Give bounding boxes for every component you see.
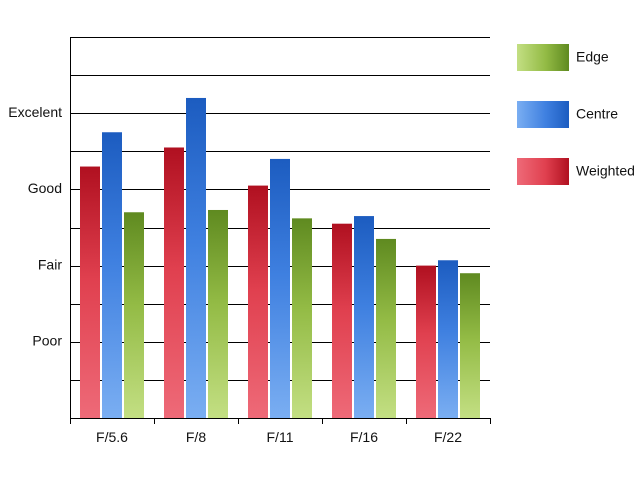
- bar-edge-f-16: [376, 238, 396, 418]
- bar-weighted-f-11: [248, 185, 268, 418]
- legend-swatch-weighted: [517, 158, 569, 185]
- bar-edge-f-22: [460, 273, 480, 418]
- bar-centre-f-5-6: [102, 132, 122, 418]
- legend-label-weighted: Weighted: [576, 163, 635, 179]
- bar-centre-f-16: [354, 216, 374, 418]
- legend-label-edge: Edge: [576, 49, 609, 65]
- bar-edge-f-5-6: [124, 212, 144, 418]
- bars: [80, 97, 480, 419]
- x-tick-label: F/16: [350, 429, 378, 445]
- y-tick-label: Fair: [38, 256, 62, 272]
- bar-weighted-f-22: [416, 265, 436, 418]
- bar-centre-f-11: [270, 158, 290, 419]
- y-tick-labels: Poor Fair Good Excelent: [8, 104, 62, 349]
- legend: Edge Centre Weighted: [517, 44, 635, 185]
- bar-weighted-f-5-6: [80, 166, 100, 418]
- bar-centre-f-8: [186, 97, 206, 419]
- axes: [70, 37, 491, 424]
- y-tick-label: Good: [28, 180, 62, 196]
- legend-swatch-centre: [517, 101, 569, 128]
- x-tick-label: F/8: [186, 429, 206, 445]
- x-tick-labels: F/5.6 F/8 F/11 F/16 F/22: [96, 429, 462, 445]
- bar-edge-f-11: [292, 218, 312, 418]
- bar-weighted-f-8: [164, 147, 184, 419]
- x-tick-label: F/22: [434, 429, 462, 445]
- legend-label-centre: Centre: [576, 106, 618, 122]
- y-tick-label: Poor: [32, 333, 62, 349]
- bar-centre-f-22: [438, 260, 458, 418]
- y-tick-label: Excelent: [8, 104, 62, 120]
- legend-swatch-edge: [517, 44, 569, 71]
- bar-weighted-f-16: [332, 223, 352, 418]
- x-tick-label: F/11: [267, 429, 294, 445]
- bar-edge-f-8: [208, 209, 228, 418]
- x-tick-label: F/5.6: [96, 429, 128, 445]
